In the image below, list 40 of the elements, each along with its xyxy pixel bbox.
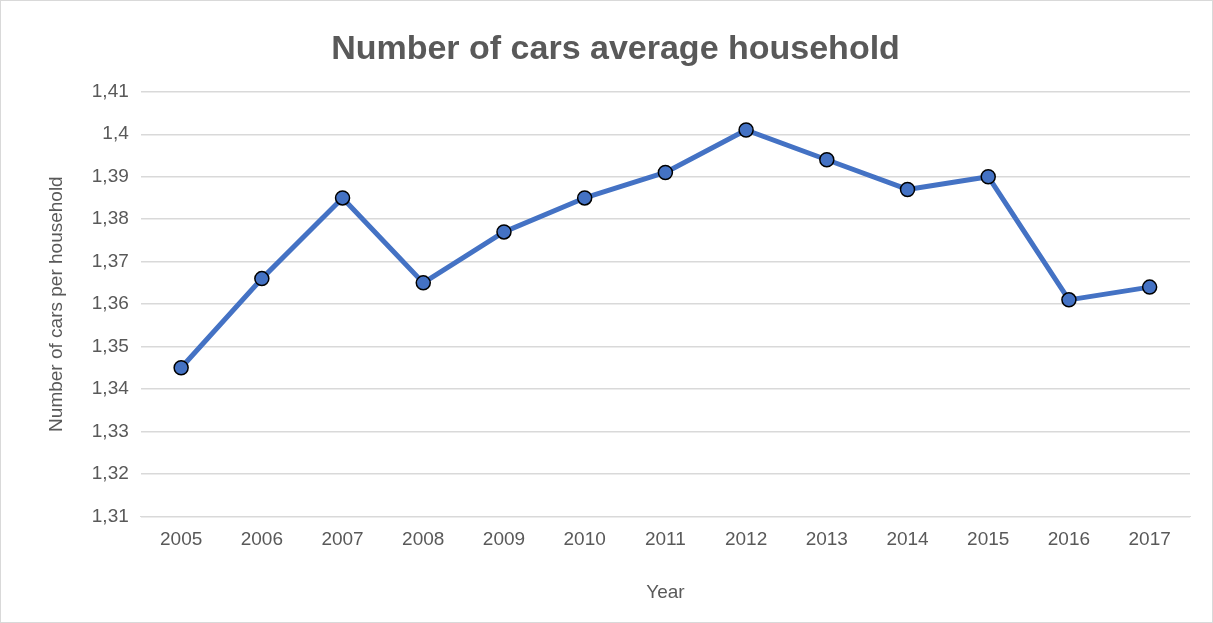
x-tick-label: 2013: [805, 528, 848, 550]
y-tick-label: 1,31: [91, 504, 129, 526]
x-tick-label: 2009: [482, 528, 526, 550]
x-tick-label: 2011: [644, 528, 686, 550]
y-tick-label: 1,36: [91, 292, 129, 314]
y-tick-label: 1,39: [91, 164, 129, 186]
point: [899, 181, 916, 198]
y-tick-label: 1,38: [91, 207, 129, 229]
point: [496, 224, 512, 240]
x-tick-label: 2014: [886, 528, 930, 550]
chart-title: Number of cars average household: [331, 27, 900, 66]
x-tick-label: 2015: [967, 528, 1010, 550]
x-tick-label: 2007: [321, 528, 364, 550]
point: [576, 190, 593, 206]
point: [657, 164, 674, 181]
point: [173, 360, 189, 376]
point: [1141, 279, 1158, 295]
x-axis-title: Year: [646, 580, 686, 602]
y-tick-label: 1,37: [91, 249, 129, 271]
x-tick-label: 2017: [1128, 528, 1171, 550]
y-tick-label: 1,41: [91, 80, 129, 102]
y-axis-title: Number of cars per household: [44, 176, 66, 432]
x-tick-label: 2016: [1047, 528, 1091, 550]
point: [980, 168, 996, 185]
x-tick-label: 2005: [159, 528, 203, 550]
y-tick-label: 1,32: [91, 462, 129, 484]
y-tick-label: 1,33: [91, 419, 129, 441]
point: [819, 151, 835, 168]
x-tick-label: 2010: [563, 528, 606, 550]
y-tick-label: 1,34: [91, 377, 130, 399]
y-tick-label: 1,35: [91, 334, 129, 356]
point: [738, 122, 754, 138]
x-tick-label: 2006: [240, 528, 283, 550]
y-tick-label: 1,4: [102, 122, 130, 144]
point: [334, 190, 351, 206]
x-tick-label: 2008: [402, 528, 445, 550]
point: [415, 275, 432, 291]
point: [254, 270, 270, 287]
x-tick-label: 2012: [724, 528, 768, 550]
point: [1061, 292, 1077, 308]
